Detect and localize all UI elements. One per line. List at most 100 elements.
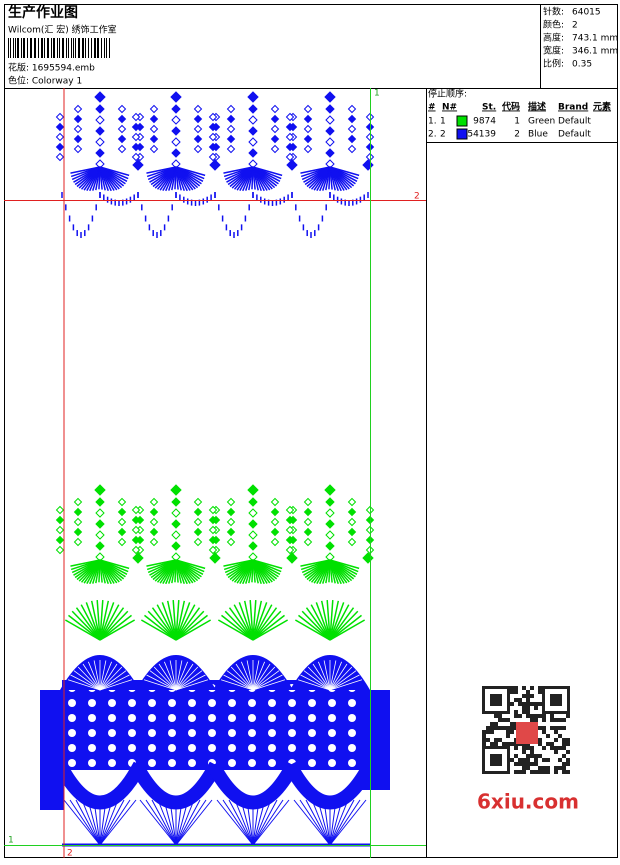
qr-cell bbox=[526, 762, 530, 766]
qr-finder bbox=[482, 746, 510, 774]
qr-cell bbox=[494, 738, 498, 742]
qr-cell bbox=[562, 738, 566, 742]
stitch bbox=[99, 559, 130, 570]
qr-cell bbox=[542, 746, 546, 750]
stitch bbox=[220, 679, 254, 691]
stitch bbox=[246, 660, 254, 691]
stitch bbox=[303, 537, 313, 547]
lace-hole bbox=[248, 699, 256, 707]
qr-cell bbox=[482, 738, 486, 742]
qr-cell bbox=[522, 686, 526, 690]
bar bbox=[82, 38, 84, 58]
qr-cell bbox=[550, 726, 554, 730]
qr-cell bbox=[530, 750, 534, 754]
stitch bbox=[323, 799, 331, 846]
stitch bbox=[252, 166, 283, 177]
bar bbox=[38, 38, 39, 58]
stitch bbox=[175, 619, 212, 641]
stitch bbox=[99, 602, 115, 641]
stitch bbox=[270, 124, 280, 134]
stitch bbox=[193, 104, 203, 114]
qr-cell bbox=[546, 770, 550, 774]
stitch bbox=[252, 661, 265, 691]
stitch bbox=[347, 527, 357, 537]
stitch bbox=[147, 610, 177, 641]
stitch bbox=[303, 144, 313, 154]
qr-cell bbox=[534, 758, 538, 762]
stitch bbox=[75, 799, 101, 846]
lace-hole bbox=[188, 699, 196, 707]
stitch bbox=[329, 166, 360, 177]
qr-cell bbox=[562, 718, 566, 722]
stitch bbox=[228, 607, 254, 641]
qr-cell bbox=[566, 742, 570, 746]
stitch bbox=[55, 505, 65, 515]
qr-cell bbox=[534, 714, 538, 718]
bar bbox=[73, 38, 74, 58]
stitch bbox=[315, 602, 331, 641]
stitch bbox=[77, 666, 101, 691]
stitch bbox=[248, 519, 258, 529]
stitch bbox=[248, 541, 258, 551]
qr-cell bbox=[526, 746, 530, 750]
lace-hole bbox=[248, 729, 256, 737]
qr-cell bbox=[502, 742, 506, 746]
stitch bbox=[193, 144, 203, 154]
stitch bbox=[132, 159, 144, 171]
qr-cell bbox=[490, 730, 494, 734]
row-code: 2 bbox=[514, 130, 520, 140]
bar bbox=[53, 38, 55, 58]
lace-hole bbox=[108, 759, 116, 767]
lace-hole bbox=[168, 744, 176, 752]
stitch bbox=[175, 602, 191, 641]
stitch bbox=[230, 666, 254, 691]
stitch bbox=[131, 142, 141, 152]
lace-hole bbox=[88, 759, 96, 767]
bar bbox=[91, 38, 92, 58]
lace-hole bbox=[228, 699, 236, 707]
bar bbox=[94, 38, 96, 58]
stitch bbox=[169, 799, 177, 846]
lace-hole bbox=[108, 714, 116, 722]
stat-value: 743.1 mm bbox=[572, 34, 618, 44]
lace-hole bbox=[308, 729, 316, 737]
stitch bbox=[175, 660, 183, 691]
stitch bbox=[55, 535, 65, 545]
qr-cell bbox=[550, 746, 554, 750]
qr-cell bbox=[486, 726, 490, 730]
qr-cell bbox=[526, 694, 530, 698]
stitch bbox=[285, 515, 295, 525]
qr-cell bbox=[554, 766, 558, 770]
lace-hole bbox=[68, 729, 76, 737]
qr-cell bbox=[498, 718, 502, 722]
stitch bbox=[224, 610, 254, 641]
stitch bbox=[208, 132, 218, 142]
stitch bbox=[285, 142, 295, 152]
stat-value: 0.35 bbox=[572, 60, 592, 70]
stitch bbox=[347, 144, 357, 154]
title: 生产作业图 bbox=[8, 4, 78, 21]
qr-cell bbox=[530, 770, 534, 774]
stitch bbox=[208, 112, 218, 122]
bar bbox=[13, 38, 14, 58]
stitch bbox=[223, 674, 254, 691]
qr-cell bbox=[518, 770, 522, 774]
stitch bbox=[285, 535, 295, 545]
qr-cell bbox=[514, 746, 518, 750]
stitch bbox=[149, 124, 159, 134]
qr-cell bbox=[510, 690, 514, 694]
stitch bbox=[99, 799, 119, 846]
stitch bbox=[70, 674, 101, 691]
column-header: Brand bbox=[558, 103, 588, 113]
stitch bbox=[329, 799, 367, 846]
stitch bbox=[234, 799, 254, 846]
qr-cell bbox=[522, 706, 526, 710]
qr-cell bbox=[522, 710, 526, 714]
stitch bbox=[99, 166, 130, 177]
stitch bbox=[55, 122, 65, 132]
stitch bbox=[171, 497, 181, 507]
lace-hole bbox=[168, 729, 176, 737]
qr-cell bbox=[546, 766, 550, 770]
stitch bbox=[149, 114, 159, 124]
